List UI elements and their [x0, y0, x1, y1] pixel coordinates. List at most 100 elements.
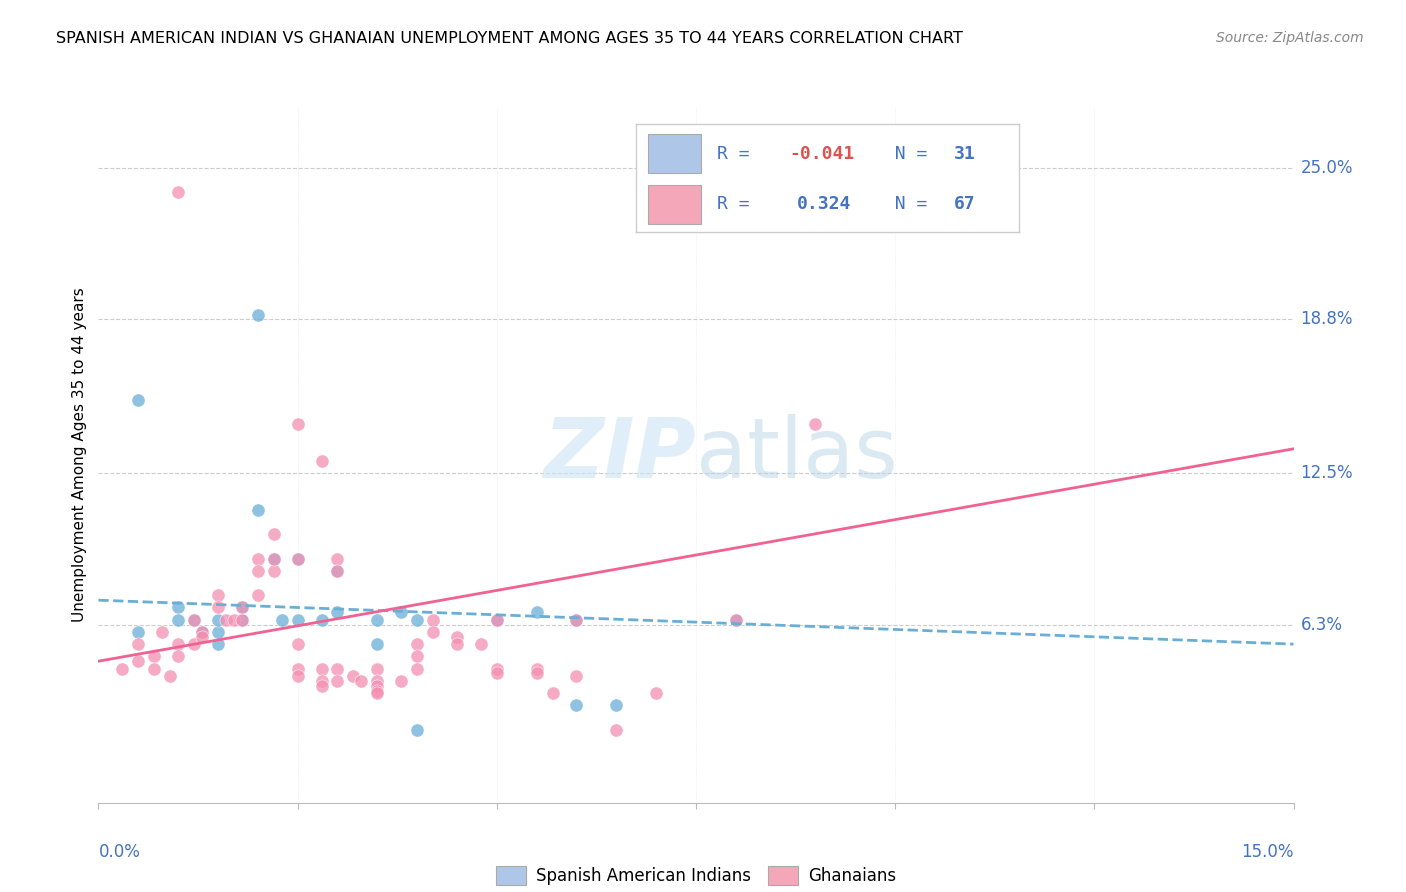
- Text: Source: ZipAtlas.com: Source: ZipAtlas.com: [1216, 31, 1364, 45]
- Point: [263, 564, 285, 578]
- Point: [167, 613, 190, 627]
- Point: [207, 637, 229, 651]
- Point: [143, 649, 166, 664]
- Point: [246, 588, 269, 602]
- Point: [287, 551, 309, 566]
- Point: [246, 551, 269, 566]
- Text: R =: R =: [717, 145, 761, 162]
- Text: atlas: atlas: [696, 415, 897, 495]
- Point: [167, 600, 190, 615]
- Point: [389, 673, 412, 688]
- Point: [263, 551, 285, 566]
- Text: ZIP: ZIP: [543, 415, 696, 495]
- Point: [231, 600, 253, 615]
- Text: 18.8%: 18.8%: [1301, 310, 1353, 328]
- Text: 15.0%: 15.0%: [1241, 843, 1294, 861]
- Text: 12.5%: 12.5%: [1301, 464, 1353, 483]
- Point: [366, 683, 388, 698]
- Point: [406, 723, 429, 737]
- Legend: Spanish American Indians, Ghanaians: Spanish American Indians, Ghanaians: [489, 859, 903, 892]
- Point: [565, 613, 588, 627]
- Point: [406, 661, 429, 675]
- Point: [215, 613, 238, 627]
- Point: [287, 637, 309, 651]
- Bar: [648, 185, 702, 224]
- Point: [167, 649, 190, 664]
- Point: [406, 613, 429, 627]
- Point: [406, 649, 429, 664]
- Point: [191, 630, 214, 644]
- Point: [231, 600, 253, 615]
- Point: [167, 637, 190, 651]
- Point: [605, 698, 627, 713]
- Point: [326, 661, 349, 675]
- Point: [526, 666, 548, 681]
- Point: [143, 661, 166, 675]
- Point: [231, 613, 253, 627]
- Point: [422, 613, 444, 627]
- Point: [366, 679, 388, 693]
- Point: [150, 624, 173, 639]
- Bar: [648, 134, 702, 173]
- Point: [366, 686, 388, 700]
- Point: [167, 186, 190, 200]
- Point: [446, 637, 468, 651]
- Point: [127, 637, 149, 651]
- Point: [207, 624, 229, 639]
- Point: [645, 686, 668, 700]
- Y-axis label: Unemployment Among Ages 35 to 44 years: Unemployment Among Ages 35 to 44 years: [72, 287, 87, 623]
- Point: [270, 613, 292, 627]
- Point: [389, 606, 412, 620]
- Point: [326, 673, 349, 688]
- Point: [724, 613, 747, 627]
- Point: [246, 564, 269, 578]
- Point: [366, 637, 388, 651]
- Point: [191, 624, 214, 639]
- Point: [287, 551, 309, 566]
- Point: [287, 669, 309, 683]
- Point: [406, 637, 429, 651]
- Point: [541, 686, 564, 700]
- Text: 25.0%: 25.0%: [1301, 159, 1353, 178]
- Text: 67: 67: [953, 195, 976, 213]
- Point: [183, 613, 205, 627]
- Point: [326, 564, 349, 578]
- Point: [485, 666, 508, 681]
- Point: [485, 661, 508, 675]
- Text: R =: R =: [717, 195, 770, 213]
- Point: [804, 417, 827, 432]
- Point: [207, 600, 229, 615]
- Text: N =: N =: [873, 145, 939, 162]
- Text: 0.324: 0.324: [797, 195, 851, 213]
- Text: 31: 31: [953, 145, 976, 162]
- Point: [263, 551, 285, 566]
- Point: [326, 606, 349, 620]
- Point: [326, 551, 349, 566]
- Point: [485, 613, 508, 627]
- Point: [127, 392, 149, 407]
- Point: [111, 661, 134, 675]
- Point: [191, 624, 214, 639]
- Text: 6.3%: 6.3%: [1301, 615, 1343, 633]
- Text: 0.0%: 0.0%: [98, 843, 141, 861]
- Text: -0.041: -0.041: [789, 145, 855, 162]
- Text: SPANISH AMERICAN INDIAN VS GHANAIAN UNEMPLOYMENT AMONG AGES 35 TO 44 YEARS CORRE: SPANISH AMERICAN INDIAN VS GHANAIAN UNEM…: [56, 31, 963, 46]
- Point: [159, 669, 181, 683]
- Point: [287, 613, 309, 627]
- Point: [446, 630, 468, 644]
- Point: [724, 613, 747, 627]
- Point: [350, 673, 373, 688]
- Point: [565, 613, 588, 627]
- Point: [366, 613, 388, 627]
- Point: [287, 661, 309, 675]
- Point: [183, 637, 205, 651]
- Point: [207, 613, 229, 627]
- Point: [222, 613, 245, 627]
- Point: [311, 454, 333, 468]
- Point: [231, 613, 253, 627]
- Point: [422, 624, 444, 639]
- Point: [526, 606, 548, 620]
- Point: [183, 613, 205, 627]
- Point: [565, 669, 588, 683]
- Point: [342, 669, 364, 683]
